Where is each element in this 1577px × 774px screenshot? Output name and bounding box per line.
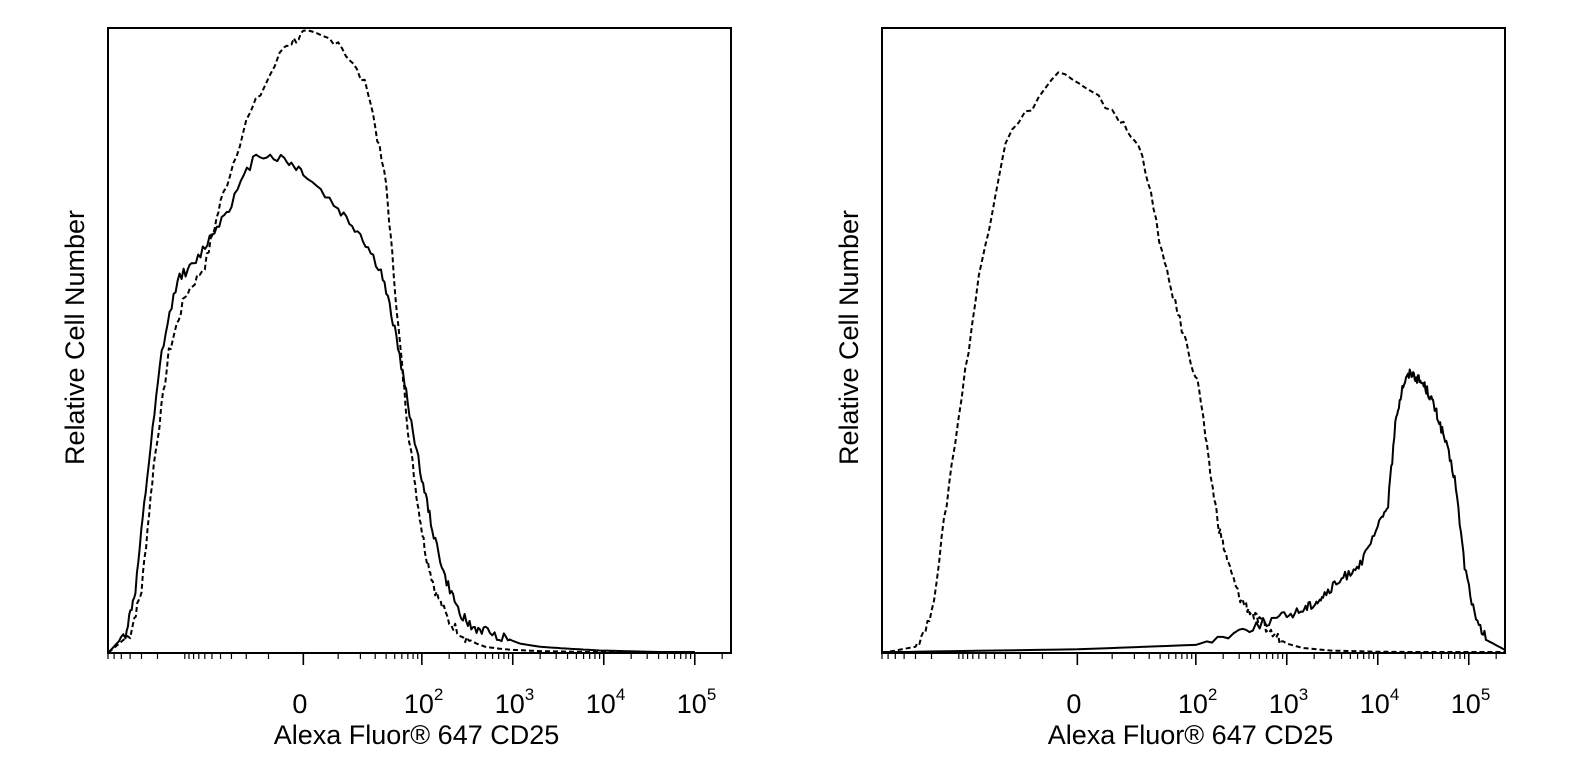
x-tick-label: 102: [404, 685, 444, 719]
x-tick-label: 105: [677, 685, 717, 719]
plot-frame: [881, 27, 1506, 654]
x-axis-label: Alexa Fluor® 647 CD25: [274, 720, 560, 750]
control-histogram-dashed: [107, 29, 695, 653]
sample-histogram-solid: [882, 368, 1506, 653]
x-tick-label: 105: [1451, 685, 1491, 719]
x-tick-label: 104: [586, 685, 626, 719]
control-histogram-dashed: [882, 71, 1505, 653]
x-tick-label: 0: [1066, 689, 1081, 719]
x-tick-label: 103: [1269, 685, 1309, 719]
y-axis-label: Relative Cell Number: [60, 210, 90, 465]
y-axis-label: Relative Cell Number: [834, 210, 864, 465]
x-tick-label: 0: [292, 689, 307, 719]
x-tick-label: 102: [1178, 685, 1218, 719]
x-tick-label: 103: [495, 685, 535, 719]
sample-histogram-solid: [107, 153, 695, 653]
histogram-panel-2: 0 102 103 104 105 Relative Cell Number Alexa F…: [834, 27, 1506, 750]
x-tick-label: 104: [1360, 685, 1400, 719]
histogram-panel-1: 0 102 103 104 105 Relative Cell Number Alexa F…: [60, 27, 732, 750]
plot-frame: [107, 27, 732, 654]
x-axis-label: Alexa Fluor® 647 CD25: [1048, 720, 1334, 750]
